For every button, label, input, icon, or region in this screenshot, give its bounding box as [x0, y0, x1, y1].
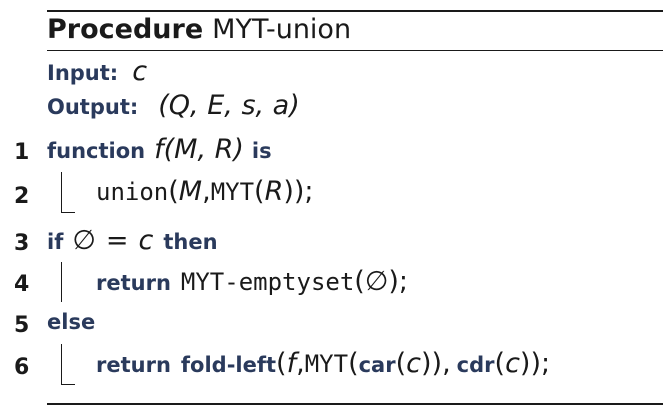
equals-sign: =: [105, 225, 129, 256]
myt-call: MYT: [210, 178, 255, 206]
output-value: (Q, E, s, a): [158, 90, 300, 121]
myt-call: MYT: [304, 350, 349, 378]
bottom-rule: [47, 403, 663, 405]
comma: ,: [442, 348, 451, 379]
input-line: Input: c: [47, 56, 147, 87]
cond-var: c: [138, 225, 154, 256]
paren: (: [494, 348, 506, 379]
is-keyword: is: [251, 139, 272, 163]
paren: (: [254, 176, 265, 207]
fold-left-call: fold-left: [180, 353, 277, 377]
return-keyword: return: [96, 271, 171, 295]
comma: ,: [202, 176, 211, 207]
header-rule: [47, 50, 663, 51]
return-keyword: return: [96, 353, 171, 377]
paren: (: [354, 266, 365, 297]
output-label: Output:: [47, 95, 139, 119]
line-number: 6: [14, 355, 30, 380]
car-arg: c: [406, 348, 421, 379]
line-number: 2: [14, 184, 30, 209]
top-rule: [47, 10, 663, 12]
block-bar-end: [61, 384, 75, 385]
procedure-keyword: Procedure: [47, 14, 204, 45]
paren-close: ));: [519, 348, 551, 379]
paren-close: );: [388, 266, 409, 297]
algorithm-line-3: if ∅ = c then: [47, 225, 218, 256]
block-bar: [61, 262, 62, 302]
paren: (: [276, 348, 287, 379]
if-keyword: if: [47, 230, 64, 254]
then-keyword: then: [163, 230, 218, 254]
block-bar: [61, 172, 62, 212]
arg-f: f: [286, 348, 297, 379]
procedure-title: Procedure MYT-union: [47, 14, 351, 45]
algorithm-line-4: return MYT-emptyset ( ∅ );: [96, 266, 408, 297]
line-number: 1: [14, 140, 30, 165]
input-label: Input:: [47, 61, 119, 85]
paren-close: )): [421, 348, 443, 379]
union-call: union: [96, 178, 169, 206]
block-bar-end: [61, 212, 75, 213]
procedure-name: MYT-union: [212, 14, 352, 45]
line-number: 3: [14, 231, 30, 256]
emptyset-symbol: ∅: [364, 266, 389, 297]
algorithm-line-5: else: [47, 310, 95, 334]
cdr-call: cdr: [456, 353, 495, 377]
block-bar: [61, 344, 62, 384]
line-number: 5: [14, 313, 30, 338]
cdr-arg: c: [505, 348, 520, 379]
algorithm-line-2: union ( M , MYT ( R ));: [96, 176, 314, 207]
comma: ,: [296, 348, 305, 379]
arg-r: R: [264, 176, 284, 207]
myt-emptyset-call: MYT-emptyset: [180, 268, 355, 296]
emptyset-symbol: ∅: [72, 225, 96, 256]
function-keyword: function: [47, 139, 146, 163]
algorithm-line-1: function f(M, R) is: [47, 134, 272, 165]
car-call: car: [358, 353, 396, 377]
paren: (: [348, 348, 359, 379]
paren: (: [395, 348, 407, 379]
line-number: 4: [14, 272, 30, 297]
output-line: Output: (Q, E, s, a): [47, 90, 300, 121]
function-signature: f(M, R): [154, 134, 244, 165]
algorithm-line-6: return fold-left ( f , MYT ( car ( c )) …: [96, 348, 550, 379]
else-keyword: else: [47, 310, 96, 334]
arg-m: M: [178, 176, 203, 207]
input-value: c: [132, 56, 148, 87]
paren-close: ));: [283, 176, 314, 207]
paren: (: [168, 176, 179, 207]
